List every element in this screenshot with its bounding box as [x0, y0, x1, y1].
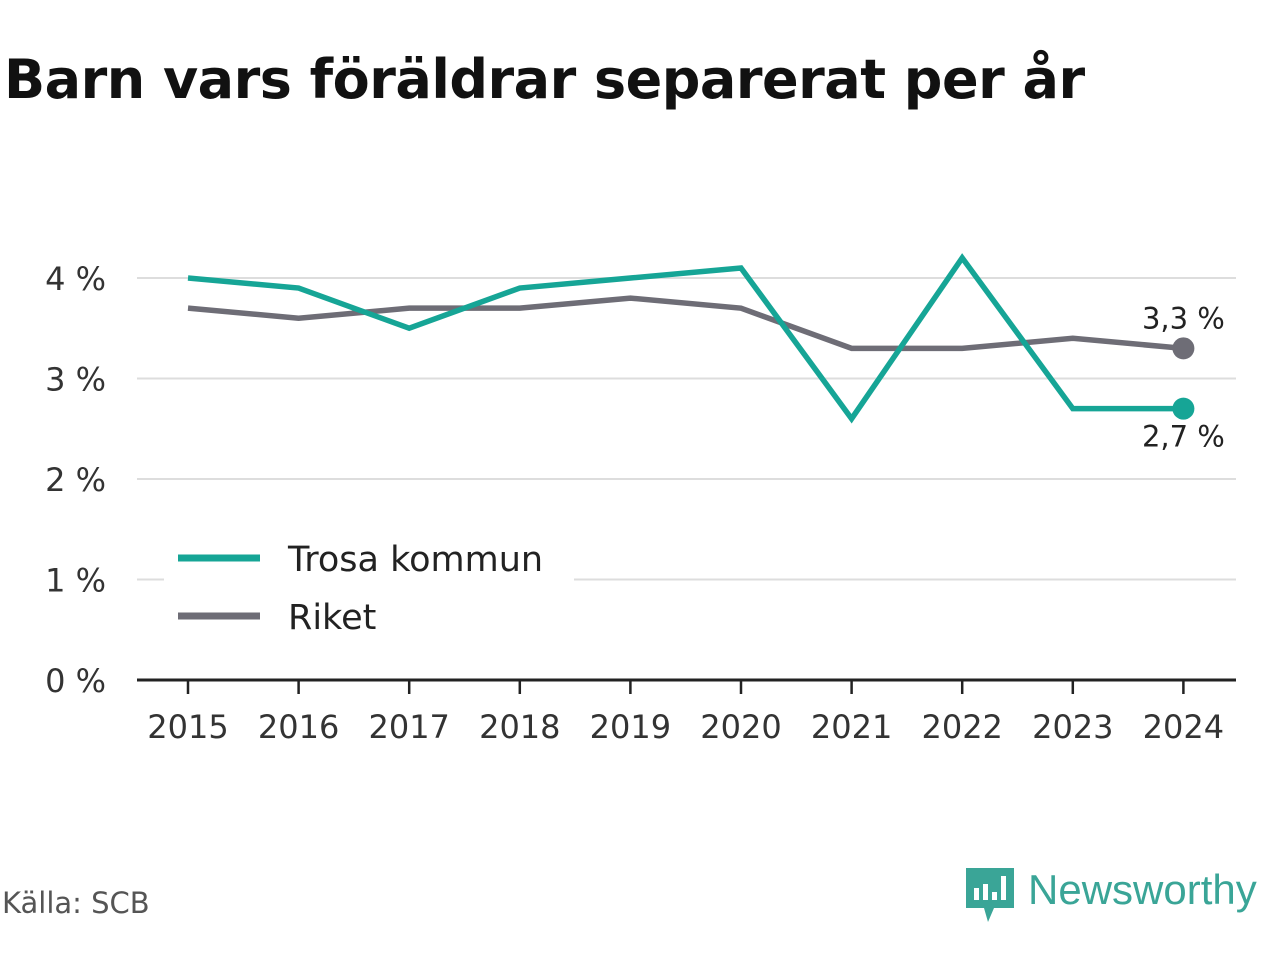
brand: Newsworthy [964, 862, 1257, 926]
end-label-riket: 3,3 % [1142, 301, 1225, 335]
legend: Trosa kommun Riket [164, 530, 574, 642]
x-tick-label: 2018 [479, 708, 560, 746]
legend-label: Trosa kommun [287, 540, 543, 580]
end-point-riket [1172, 337, 1195, 360]
series-line-trosa-kommun [187, 253, 1184, 424]
x-tick-label: 2017 [368, 708, 449, 746]
end-labels: 3,3 % 2,7 % [1142, 301, 1225, 453]
y-tick-label: 0 % [45, 662, 106, 700]
y-tick-label: 3 % [45, 361, 106, 399]
x-tick-label: 2021 [811, 708, 892, 746]
y-tick-label: 2 % [45, 461, 106, 499]
legend-label: Riket [288, 598, 376, 638]
x-tick-label: 2019 [590, 708, 671, 746]
x-tick-label: 2016 [258, 708, 339, 746]
x-tick-label: 2023 [1032, 708, 1113, 746]
x-tick-label: 2015 [147, 708, 228, 746]
x-tick-label: 2022 [921, 708, 1002, 746]
x-tick-label: 2024 [1143, 708, 1224, 746]
brand-name: Newsworthy [1028, 866, 1257, 913]
source-note: Källa: SCB [2, 886, 150, 920]
series-line-riket [187, 295, 1184, 352]
chart-title: Barn vars föräldrar separerat per år [4, 48, 1085, 111]
x-tick-label: 2020 [700, 708, 781, 746]
end-label-trosa-kommun: 2,7 % [1142, 420, 1225, 454]
end-point-trosa-kommun [1172, 397, 1195, 420]
x-axis: 2015 2016 2017 2018 2019 2020 2021 2022 2023 2024 [137, 678, 1236, 746]
y-tick-label: 4 % [45, 260, 106, 298]
series-lines [187, 253, 1195, 424]
newsworthy-logo-icon [966, 868, 1014, 922]
y-tick-label: 1 % [45, 562, 106, 600]
y-axis-tick-labels: 0 % 1 % 2 % 3 % 4 % [45, 260, 106, 700]
legend-background [164, 530, 574, 642]
